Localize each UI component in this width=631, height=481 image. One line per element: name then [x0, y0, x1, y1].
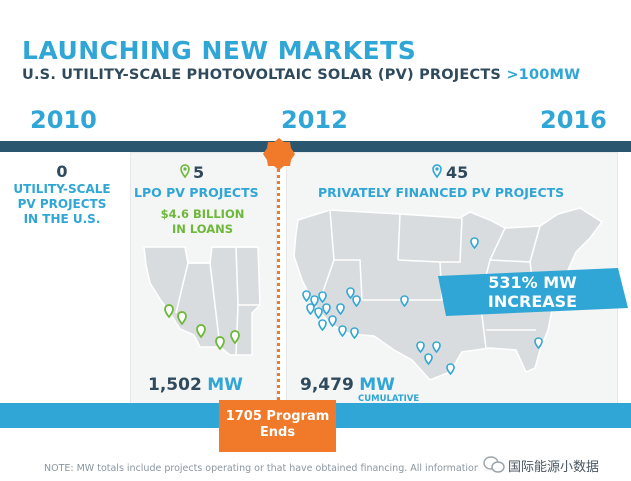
private-project-pin: [338, 322, 347, 341]
private-project-pin: [352, 292, 361, 311]
lpo-project-pin: [230, 329, 240, 348]
private-project-pin: [328, 312, 337, 331]
page-subtitle: U.S. UTILITY-SCALE PHOTOVOLTAIC SOLAR (P…: [22, 67, 580, 83]
page-title: LAUNCHING NEW MARKETS: [22, 36, 417, 65]
program-end-text: 1705 Program Ends: [219, 409, 336, 441]
private-project-pin: [470, 234, 479, 253]
increase-text: 531% MW INCREASE: [445, 273, 620, 311]
southwest-map: [140, 243, 262, 367]
private-mw-value: 9,479: [300, 375, 354, 395]
count-2010: 0: [56, 162, 68, 181]
footnote: NOTE: MW totals include projects operati…: [44, 463, 592, 474]
private-project-pin: [446, 360, 455, 379]
year-2010: 2010: [30, 106, 97, 134]
lpo-project-pin: [196, 323, 206, 342]
subtitle-highlight: >100MW: [506, 67, 581, 83]
lpo-count: 5: [193, 163, 205, 182]
program-end-line1: 1705 Program: [225, 409, 330, 424]
private-project-pin: [318, 316, 327, 335]
lpo-project-pin: [215, 335, 225, 354]
year-2016: 2016: [540, 106, 607, 134]
private-mw-note: CUMULATIVE: [358, 394, 420, 404]
lpo-loans-line2: IN LOANS: [171, 222, 234, 236]
timeline-band: [0, 141, 631, 152]
lpo-label: LPO PV PROJECTS: [134, 185, 259, 200]
label-2010-line3: IN THE U.S.: [23, 212, 101, 226]
increase-banner: [438, 268, 628, 322]
private-project-pin: [400, 292, 409, 311]
program-end-box: [219, 400, 336, 452]
lpo-loans-line1: $4.6 BILLION: [160, 207, 245, 221]
private-project-pin: [432, 338, 441, 357]
private-pin-icon: [432, 164, 442, 184]
private-project-pin: [346, 284, 355, 303]
private-project-pin: [350, 324, 359, 343]
private-mw: 9,479 MW: [300, 375, 395, 395]
private-project-pin: [424, 350, 433, 369]
subtitle-main: U.S. UTILITY-SCALE PHOTOVOLTAIC SOLAR (P…: [22, 67, 502, 83]
program-line: [277, 150, 280, 400]
private-project-pin: [322, 300, 331, 319]
label-2010-line1: UTILITY-SCALE: [13, 182, 111, 196]
wechat-icon: [483, 456, 505, 478]
watermark-text: 国际能源小数据: [508, 460, 600, 475]
lpo-mw-unit: MW: [207, 375, 243, 395]
private-count: 45: [446, 163, 469, 182]
private-project-pin: [314, 304, 323, 323]
year-2012: 2012: [281, 106, 348, 134]
year-strip: [0, 100, 631, 141]
increase-line1: 531% MW: [488, 273, 577, 292]
label-2010-line2: PV PROJECTS: [17, 197, 107, 211]
private-project-pin: [534, 334, 543, 353]
private-label: PRIVATELY FINANCED PV PROJECTS: [318, 185, 565, 200]
program-marker-icon: [262, 137, 296, 175]
lpo-mw-value: 1,502: [148, 375, 202, 395]
lpo-project-pin: [177, 310, 187, 329]
increase-line2: INCREASE: [487, 292, 578, 311]
private-project-pin: [416, 338, 425, 357]
lpo-mw: 1,502 MW: [148, 375, 243, 395]
private-project-pin: [302, 287, 311, 306]
lpo-project-pin: [164, 303, 174, 322]
label-2010: UTILITY-SCALE PV PROJECTS IN THE U.S.: [0, 182, 124, 227]
private-project-pin: [318, 288, 327, 307]
private-project-pin: [336, 300, 345, 319]
private-mw-unit: MW: [359, 375, 395, 395]
private-project-pin: [306, 300, 315, 319]
lpo-pin-icon: [180, 164, 190, 184]
program-end-line2: Ends: [259, 425, 296, 440]
lpo-loans: $4.6 BILLION IN LOANS: [130, 207, 275, 237]
